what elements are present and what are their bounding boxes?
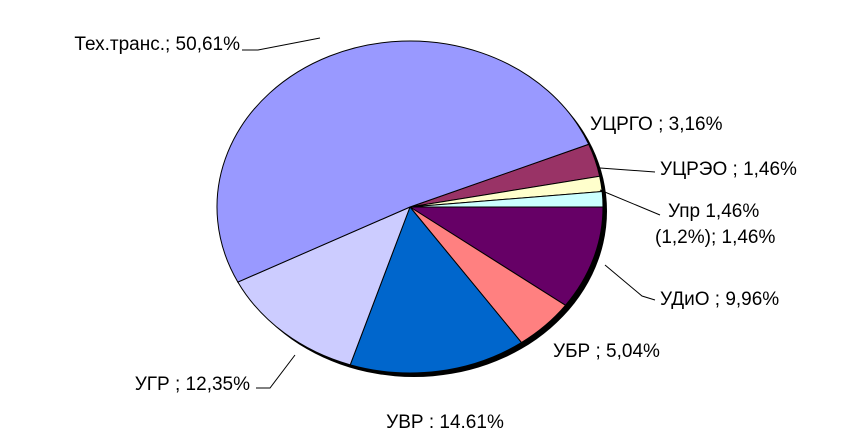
- data-label: УГР ; 12,35%: [135, 374, 250, 395]
- leader-line: [599, 189, 661, 216]
- data-label: УЦРЭО ; 1,46%: [660, 159, 797, 180]
- data-label: Упр 1,46% (1,2%); 1,46%: [655, 201, 775, 248]
- data-label: УБР ; 5,04%: [553, 341, 660, 362]
- pie-slice: [349, 206, 523, 374]
- pie-slice: [216, 40, 590, 283]
- data-label: УЦРГО ; 3,16%: [590, 114, 723, 135]
- leader-line: [242, 37, 321, 51]
- pie-slice: [408, 206, 604, 307]
- data-label: Тех.транс.; 50,61%: [74, 34, 240, 55]
- leader-line: [604, 264, 656, 301]
- data-label: УДиО ; 9,96%: [660, 289, 779, 310]
- data-label: УВР : 14.61%: [386, 412, 504, 433]
- leader-line: [256, 354, 296, 389]
- pie-slice: [237, 206, 411, 366]
- leader-line: [599, 167, 656, 173]
